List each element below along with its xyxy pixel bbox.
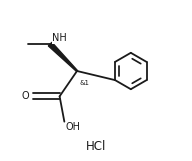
- Text: &1: &1: [79, 80, 89, 86]
- Text: OH: OH: [65, 122, 80, 133]
- Text: NH: NH: [52, 33, 67, 43]
- Text: HCl: HCl: [86, 140, 106, 153]
- Polygon shape: [48, 42, 77, 71]
- Text: O: O: [21, 91, 29, 101]
